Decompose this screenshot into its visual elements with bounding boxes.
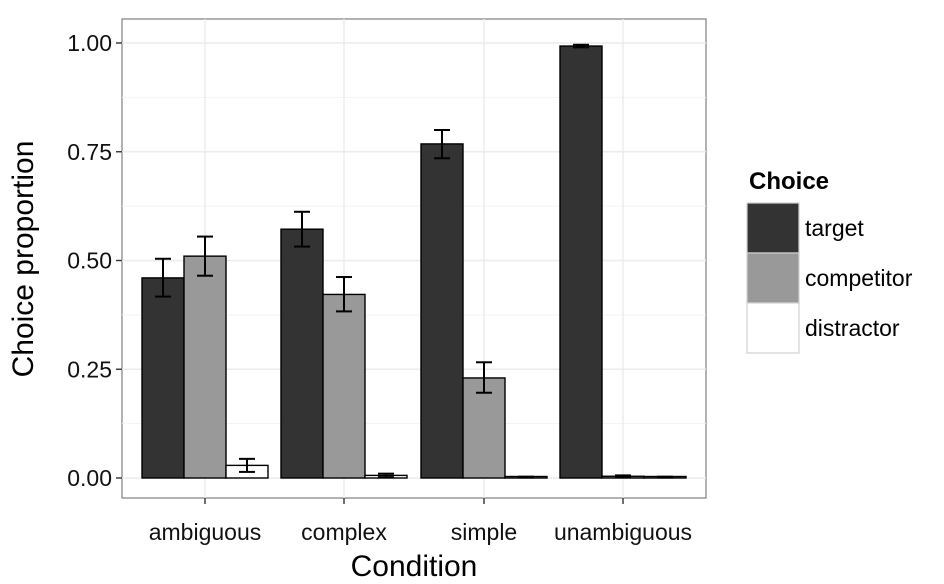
x-axis: ambiguous complex simple unambiguous — [149, 498, 692, 545]
bar-target-complex — [280, 228, 324, 479]
bar-target-ambiguous — [141, 277, 185, 479]
y-tick-label: 1.00 — [67, 30, 112, 56]
bars — [141, 45, 687, 479]
y-axis-title: Choice proportion — [7, 141, 40, 378]
legend-key-distractor — [746, 302, 800, 354]
y-tick-label: 0.75 — [67, 139, 112, 165]
y-tick-label: 0.00 — [67, 465, 112, 491]
legend-key-target — [746, 202, 800, 254]
x-tick-label: complex — [301, 519, 387, 545]
legend-label-target: target — [805, 215, 864, 241]
x-axis-title: Condition — [351, 550, 478, 583]
legend-label-distractor: distractor — [805, 315, 900, 341]
y-tick-label: 0.50 — [67, 248, 112, 274]
bar-competitor-simple — [462, 377, 506, 479]
y-tick-label: 0.25 — [67, 356, 112, 382]
x-tick-label: ambiguous — [149, 519, 262, 545]
y-axis: 0.00 0.25 0.50 0.75 1.00 — [67, 30, 122, 491]
x-tick-label: simple — [451, 519, 517, 545]
bar-competitor-complex — [322, 293, 366, 479]
legend: Choice target competitor distractor — [746, 168, 913, 354]
bar-target-simple — [420, 143, 464, 479]
error-bars — [155, 43, 673, 479]
legend-label-competitor: competitor — [805, 265, 913, 291]
legend-key-competitor — [746, 252, 800, 304]
bar-competitor-ambiguous — [183, 255, 227, 479]
legend-title: Choice — [749, 168, 829, 195]
bar-target-unambiguous — [559, 45, 603, 479]
x-tick-label: unambiguous — [554, 519, 692, 545]
